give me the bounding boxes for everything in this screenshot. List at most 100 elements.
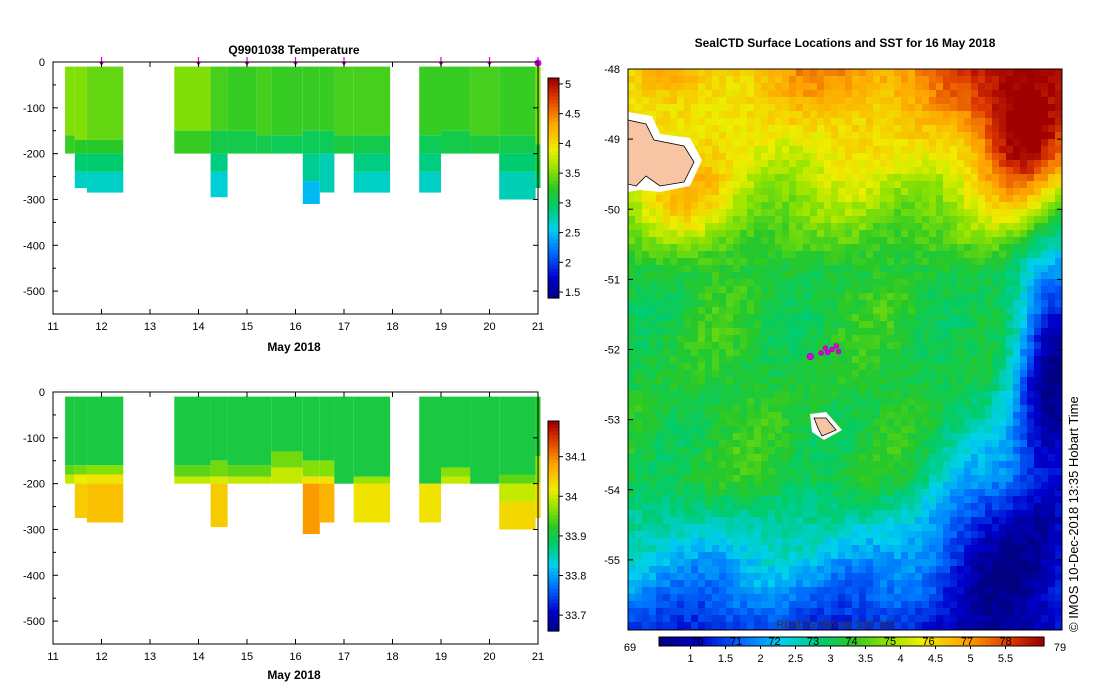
sst-cell: [936, 300, 944, 308]
sst-cell: [754, 531, 762, 539]
sst-cell: [873, 125, 881, 133]
sst-cell: [1041, 167, 1049, 175]
sst-cell: [1013, 132, 1021, 140]
sst-cell: [817, 566, 825, 574]
sst-cell: [684, 349, 692, 357]
sst-cell: [817, 321, 825, 329]
sst-cell: [943, 573, 951, 581]
sst-cell: [691, 363, 699, 371]
sst-cell: [1006, 300, 1014, 308]
sst-cell: [985, 307, 993, 315]
sst-cell: [1055, 503, 1062, 511]
sst-cell: [789, 279, 797, 287]
sst-cell: [740, 286, 748, 294]
sst-cell: [999, 314, 1007, 322]
sst-cell: [908, 314, 916, 322]
sst-cell: [943, 125, 951, 133]
sst-cell: [803, 181, 811, 189]
sst-cell: [964, 83, 972, 91]
sst-cell: [684, 279, 692, 287]
sst-cell: [782, 125, 790, 133]
sst-cell: [747, 97, 755, 105]
sst-cell: [915, 475, 923, 483]
sst-cell: [663, 468, 671, 476]
sst-cell: [1048, 258, 1056, 266]
sst-cell: [726, 545, 734, 553]
sst-cell: [782, 272, 790, 280]
colorbar-step: [548, 254, 559, 259]
colorbar-step: [548, 456, 559, 461]
sst-cell: [873, 524, 881, 532]
sst-cell: [845, 489, 853, 497]
sst-cell: [852, 489, 860, 497]
sst-cell: [859, 202, 867, 210]
sst-cell: [684, 517, 692, 525]
sst-cell: [733, 174, 741, 182]
sst-cell: [1013, 391, 1021, 399]
sst-cell: [1006, 314, 1014, 322]
sst-cell: [922, 405, 930, 413]
sst-cell: [754, 405, 762, 413]
sst-cell: [936, 461, 944, 469]
sst-cell: [1055, 510, 1062, 518]
sst-cell: [880, 132, 888, 140]
sst-cell: [859, 90, 867, 98]
sst-cell: [677, 538, 685, 546]
sst-cell: [894, 83, 902, 91]
sst-cell: [908, 426, 916, 434]
sst-cell: [712, 265, 720, 273]
sst-cell: [1041, 76, 1049, 84]
sst-cell: [866, 202, 874, 210]
sst-cell: [845, 125, 853, 133]
sst-cell: [957, 251, 965, 259]
sst-cell: [691, 216, 699, 224]
sst-cell: [985, 153, 993, 161]
sst-cell: [943, 482, 951, 490]
sst-cell: [747, 552, 755, 560]
sst-cell: [929, 580, 937, 588]
x-tick-label: 17: [338, 321, 350, 333]
sst-cell: [908, 251, 916, 259]
sst-cell: [754, 153, 762, 161]
sst-cell: [1013, 573, 1021, 581]
sst-cell: [782, 314, 790, 322]
sst-cell: [656, 552, 664, 560]
sst-cell: [957, 349, 965, 357]
sst-cell: [936, 118, 944, 126]
sst-cell: [775, 293, 783, 301]
sst-cell: [670, 265, 678, 273]
sst-cell: [1027, 566, 1035, 574]
sst-cell: [649, 510, 657, 518]
sst-cell: [768, 251, 776, 259]
sst-cell: [747, 510, 755, 518]
profile-cell: [174, 130, 211, 154]
sst-cell: [859, 314, 867, 322]
sst-cell: [754, 111, 762, 119]
sst-cell: [838, 258, 846, 266]
sst-cell: [649, 503, 657, 511]
sst-cell: [1013, 580, 1021, 588]
sst-cell: [642, 552, 650, 560]
sst-cell: [950, 356, 958, 364]
sst-cell: [775, 517, 783, 525]
sst-cell: [705, 510, 713, 518]
sst-cell: [677, 433, 685, 441]
sst-cell: [698, 146, 706, 154]
profile-cell: [65, 396, 75, 466]
sst-cell: [1027, 244, 1035, 252]
sst-cell: [691, 510, 699, 518]
sst-cell: [726, 531, 734, 539]
sst-cell: [964, 370, 972, 378]
sst-cell: [852, 202, 860, 210]
sst-cell: [733, 293, 741, 301]
sst-cell: [789, 90, 797, 98]
sst-cell: [859, 167, 867, 175]
colorbar-step: [548, 480, 559, 485]
sst-cell: [908, 307, 916, 315]
sst-cell: [670, 356, 678, 364]
sst-cell: [929, 286, 937, 294]
sst-cell: [670, 279, 678, 287]
sst-cell: [1034, 426, 1042, 434]
sst-cell: [873, 580, 881, 588]
sst-cell: [726, 510, 734, 518]
